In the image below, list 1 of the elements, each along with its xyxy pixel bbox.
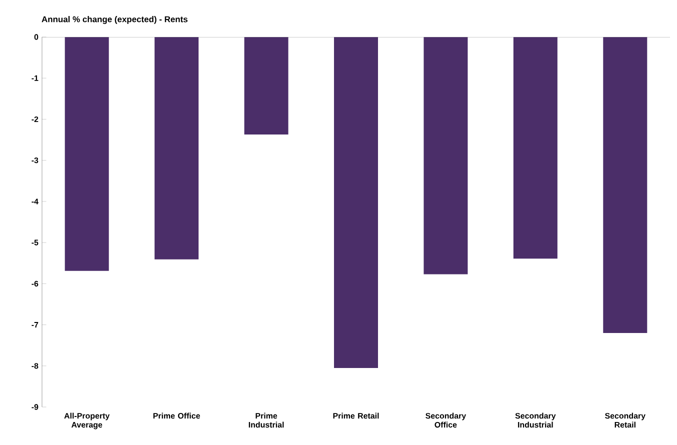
chart-title: Annual % change (expected) - Rents xyxy=(42,16,188,24)
